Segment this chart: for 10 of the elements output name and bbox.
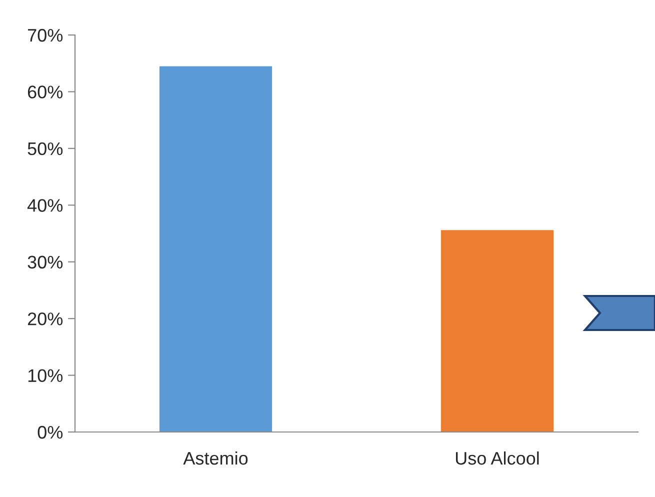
y-tick-label: 70% [28,28,63,42]
y-tick-label: 40% [27,199,63,212]
x-tick-label: Astemio [183,451,248,465]
y-tick-label: 0% [38,426,63,439]
x-tick-label: Uso Alcool [456,451,539,465]
y-tick-label: 30% [28,256,63,269]
y-tick-label: 50% [28,142,63,156]
y-tick-label: 20% [28,312,63,326]
y-tick-label: 60% [28,86,63,98]
y-tick-label: 10% [28,369,63,382]
